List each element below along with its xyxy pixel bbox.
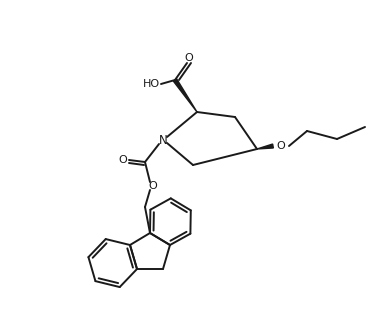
Text: O: O xyxy=(119,155,127,165)
Text: O: O xyxy=(277,141,285,151)
Text: HO: HO xyxy=(142,79,160,89)
Polygon shape xyxy=(173,79,197,112)
Text: O: O xyxy=(149,181,157,191)
Text: N: N xyxy=(158,134,167,147)
Polygon shape xyxy=(257,144,273,149)
Text: O: O xyxy=(184,53,193,63)
